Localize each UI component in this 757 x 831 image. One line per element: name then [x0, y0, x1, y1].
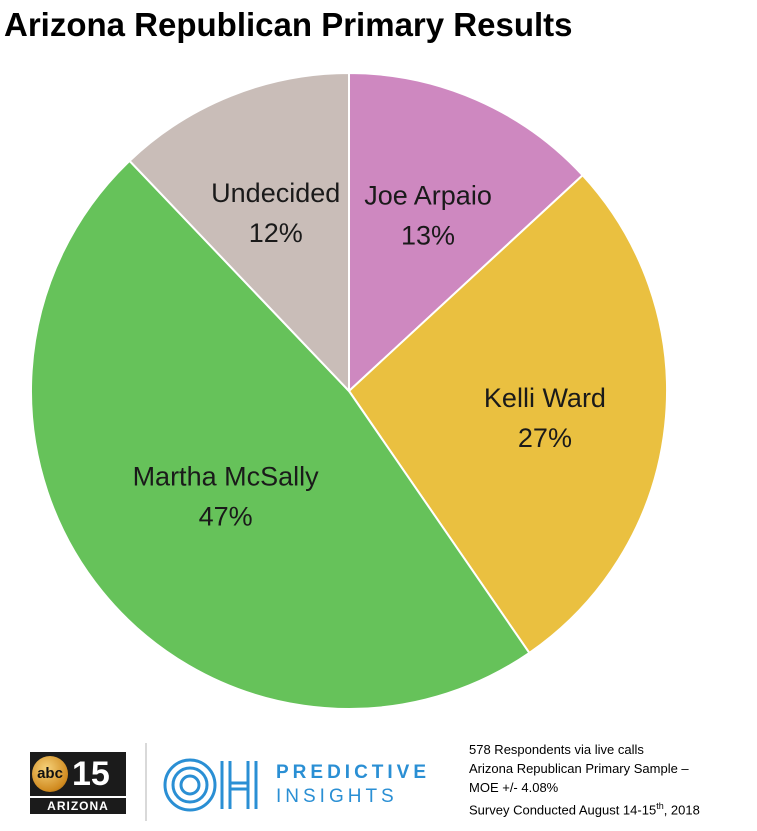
notes-date-prefix: Survey Conducted August 14-15	[469, 802, 657, 818]
chart-title: Arizona Republican Primary Results	[4, 6, 573, 43]
pie-slice-joe-arpaio	[348, 71, 585, 394]
abc-region: ARIZONA	[30, 798, 126, 814]
pie-slice-kelli-ward	[347, 173, 668, 655]
pie-chart: Joe Arpaio 13% Kelli Ward 27% Martha McSally…	[30, 71, 668, 710]
footer-divider	[145, 743, 147, 821]
notes-moe: MOE +/- 4.08%	[469, 780, 559, 795]
pie-slices	[30, 71, 668, 710]
survey-notes: 578 Respondents via live calls Arizona R…	[469, 740, 700, 819]
notes-date: Survey Conducted August 14-15th, 2018	[469, 797, 700, 819]
pie-label-kelli-ward: Kelli Ward	[484, 383, 606, 413]
notes-date-sup: th	[656, 801, 664, 811]
predictive-text: PREDICTIVE	[276, 762, 431, 783]
pie-slice-martha-mcsally	[30, 159, 531, 710]
pie-slice-undecided	[128, 71, 350, 394]
insights-text: INSIGHTS	[276, 786, 398, 807]
abc-number: 15	[72, 755, 110, 793]
pie-label-undecided: Undecided	[211, 178, 340, 208]
abc15-logo: abc 15 ARIZONA	[30, 752, 126, 814]
pie-value-undecided: 12%	[249, 218, 303, 248]
notes-respondents: 578 Respondents via live calls	[469, 742, 644, 757]
abc-badge: abc	[32, 756, 68, 792]
pie-label-joe-arpaio: Joe Arpaio	[364, 180, 492, 210]
pie-labels: Joe Arpaio 13% Kelli Ward 27% Martha McSally…	[133, 178, 606, 531]
notes-date-suffix: , 2018	[663, 802, 700, 818]
abc15-logo-top: abc 15	[30, 752, 126, 796]
pie-value-joe-arpaio: 13%	[401, 220, 455, 250]
pie-value-martha-mcsally: 47%	[199, 501, 253, 531]
predictive-insights-wordmark: PREDICTIVE INSIGHTS	[276, 762, 430, 808]
pie-value-kelli-ward: 27%	[518, 423, 572, 453]
notes-sample: Arizona Republican Primary Sample –	[469, 761, 689, 776]
predictive-insights-monogram	[160, 757, 260, 813]
pie-label-martha-mcsally: Martha McSally	[133, 461, 320, 491]
